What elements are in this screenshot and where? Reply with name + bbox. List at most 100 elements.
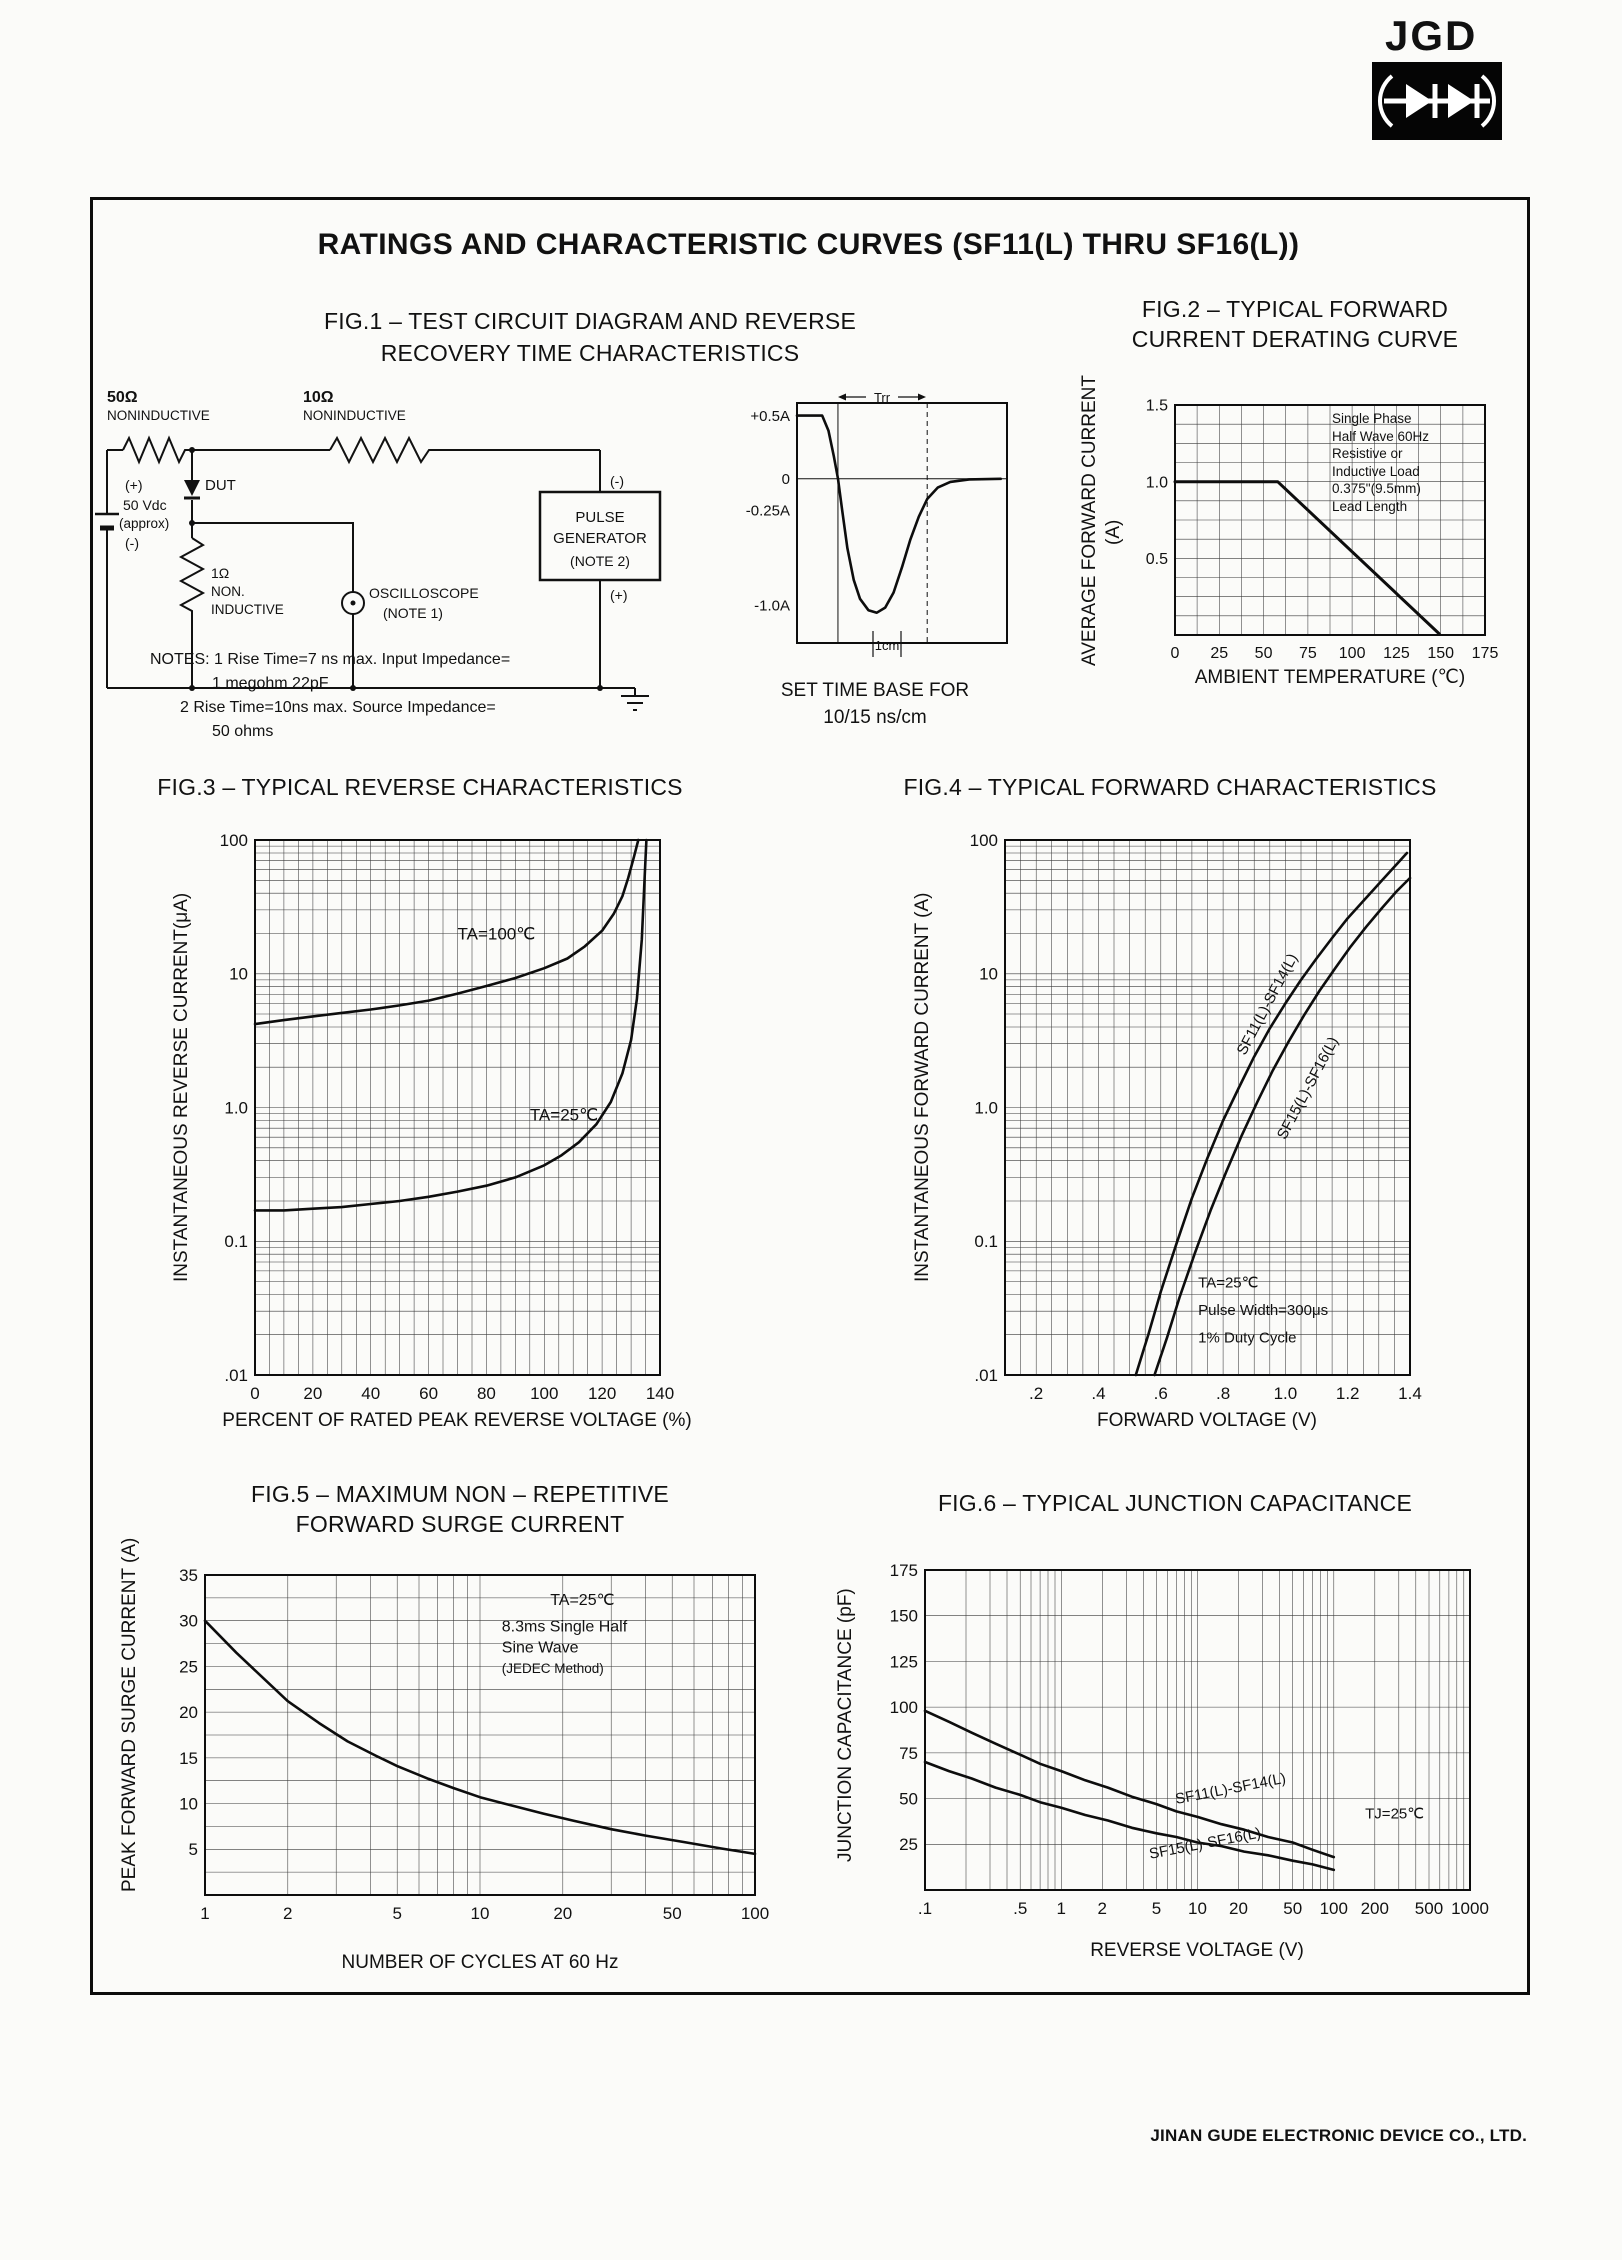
junction-dot bbox=[350, 685, 356, 691]
y-tick-label: 125 bbox=[890, 1652, 918, 1671]
y-tick-label: 1.0 bbox=[974, 1098, 998, 1117]
x-tick-label: .6 bbox=[1154, 1384, 1168, 1403]
r10-value: 10Ω bbox=[303, 389, 334, 406]
fig4-plot: .2 .4 .6 .8 1.0 1.2 1.4 100 10 1.0 0.1 .01 SF11(L)-S… bbox=[970, 831, 1422, 1403]
supply-voltage: 50 Vdc bbox=[123, 497, 167, 513]
arrowhead bbox=[838, 393, 846, 401]
note-line: NOTES: 1 Rise Time=7 ns max. Input Imped… bbox=[150, 651, 511, 668]
dut-diode-symbol bbox=[184, 480, 200, 496]
content-frame bbox=[90, 197, 1530, 1995]
resistor-1ohm bbox=[178, 537, 206, 688]
logo-right-arc bbox=[1480, 74, 1496, 128]
fig3-x-axis-label: PERCENT OF RATED PEAK REVERSE VOLTAGE (%… bbox=[222, 1410, 692, 1431]
pg-minus: (-) bbox=[610, 473, 624, 489]
x-tick-label: 200 bbox=[1361, 1899, 1389, 1918]
x-tick-label: 0 bbox=[1171, 645, 1180, 662]
series-reverse-recovery-current bbox=[795, 414, 1002, 614]
x-tick-label: 120 bbox=[588, 1384, 616, 1403]
oscilloscope-symbol bbox=[341, 591, 365, 615]
supply-approx: (approx) bbox=[119, 516, 169, 531]
fig1-notes: NOTES: 1 Rise Time=7 ns max. Input Imped… bbox=[150, 648, 510, 744]
fig6-x-axis-label: REVERSE VOLTAGE (V) bbox=[1090, 1940, 1304, 1961]
x-tick-label: 25 bbox=[1210, 645, 1228, 662]
plot-border bbox=[254, 839, 661, 1376]
note-line: Half Wave 60Hz bbox=[1332, 428, 1430, 444]
curve-annotation: TA=25℃ bbox=[550, 1592, 614, 1609]
r1-type1: NON. bbox=[211, 584, 245, 599]
curve-annotation: SF11(L)-SF14(L) bbox=[1234, 951, 1302, 1058]
note-line: Lead Length bbox=[1332, 498, 1408, 514]
fig5-title-line1: FIG.5 – MAXIMUM NON – REPETITIVE bbox=[251, 1481, 669, 1507]
series-surge-current bbox=[203, 1619, 757, 1856]
fig4-forward-characteristics-chart: .2 .4 .6 .8 1.0 1.2 1.4 100 10 1.0 0.1 .01 SF11(L)-S… bbox=[900, 810, 1480, 1450]
curve-annotation: TA=25℃ bbox=[1198, 1275, 1258, 1292]
waveform-caption-line1: SET TIME BASE FOR bbox=[780, 680, 970, 701]
fig4-y-axis-label: INSTANTANEOUS FORWARD CURRENT (A) bbox=[912, 892, 933, 1282]
company-footer: JINAN GUDE ELECTRONIC DEVICE CO., LTD. bbox=[1150, 2126, 1527, 2145]
fig6-plot: .1.5 1 2 5 10 20 50 100 200 500 100025507510012515… bbox=[890, 1561, 1489, 1918]
x-tick-label: .5 bbox=[1013, 1899, 1027, 1918]
note-line: 50 ohms bbox=[212, 723, 274, 740]
y-tick-label: -0.25A bbox=[746, 503, 790, 520]
logo-left-arc bbox=[1378, 74, 1394, 128]
x-tick-label: 150 bbox=[1427, 645, 1454, 662]
note-line: 2 Rise Time=10ns max. Source Impedance= bbox=[180, 699, 496, 716]
x-tick-label: 1.0 bbox=[1274, 1384, 1298, 1403]
curve-annotation: Trr bbox=[874, 390, 891, 405]
series-SF15(L)-SF16(L) bbox=[1153, 876, 1412, 1377]
logo-diode-2 bbox=[1448, 84, 1474, 118]
y-tick-label: 35 bbox=[179, 1566, 198, 1585]
y-tick-label: 10 bbox=[229, 965, 248, 984]
plot-border bbox=[796, 402, 1008, 644]
curve-annotation: Pulse Width=300μs bbox=[1198, 1302, 1328, 1319]
fig2-title-line2: CURRENT DERATING CURVE bbox=[1131, 326, 1459, 352]
note-line: Inductive Load bbox=[1332, 463, 1420, 479]
fig5-title-line2: FORWARD SURGE CURRENT bbox=[295, 1511, 625, 1537]
junction-dot bbox=[189, 520, 195, 526]
x-tick-label: 50 bbox=[1283, 1899, 1302, 1918]
r1-value: 1Ω bbox=[211, 565, 229, 581]
x-tick-label: 175 bbox=[1472, 645, 1499, 662]
junction-dot bbox=[189, 685, 195, 691]
fig3-title: FIG.3 – TYPICAL REVERSE CHARACTERISTICS bbox=[157, 774, 683, 800]
x-tick-label: 20 bbox=[553, 1904, 572, 1923]
fig1-title-line2: RECOVERY TIME CHARACTERISTICS bbox=[380, 340, 800, 366]
pulse-generator-box bbox=[538, 490, 662, 582]
y-tick-label: 20 bbox=[179, 1703, 198, 1722]
x-tick-label: 40 bbox=[361, 1384, 380, 1403]
curve-annotation: SF15(L)-SF16(L) bbox=[1148, 1825, 1263, 1863]
oscilloscope-note: (NOTE 1) bbox=[383, 605, 443, 621]
curve-annotation: TA=100℃ bbox=[458, 925, 536, 944]
note-line: 0.375"(9.5mm) bbox=[1332, 481, 1421, 496]
note-line: 1 megohm 22pF bbox=[212, 675, 329, 692]
x-tick-label: 75 bbox=[1299, 645, 1317, 662]
junction-dot bbox=[597, 685, 603, 691]
fig2-y-axis-label: AVERAGE FORWARD CURRENT bbox=[1079, 374, 1100, 666]
y-tick-label: 1.5 bbox=[1146, 398, 1168, 415]
waveform-caption-line2: 10/15 ns/cm bbox=[823, 707, 927, 728]
fig2-title-line1: FIG.2 – TYPICAL FORWARD bbox=[1141, 296, 1449, 322]
y-tick-label: 100 bbox=[890, 1698, 918, 1717]
y-tick-label: 100 bbox=[970, 831, 998, 850]
y-tick-label: -1.0A bbox=[754, 597, 790, 614]
y-tick-label: 0.1 bbox=[224, 1232, 248, 1251]
fig3-reverse-characteristics-chart: 0 20 40 60 80 100 120 140 100 10 1.0 0.1 .01 TA=100℃ T… bbox=[140, 810, 740, 1450]
curve-annotation: SF11(L)-SF14(L) bbox=[1174, 1770, 1287, 1808]
fig1-waveform-chart: +0.5A 0 -0.25A -1.0A Trr 1cm bbox=[735, 385, 1035, 685]
y-tick-label: 10 bbox=[979, 965, 998, 984]
plot-border bbox=[924, 1569, 1471, 1891]
x-tick-label: 20 bbox=[1229, 1899, 1248, 1918]
fig2-plot: 0 25 50 75 100 125 150 175 0.5 1.0 1.5 bbox=[1146, 398, 1499, 662]
fig4-x-axis-label: FORWARD VOLTAGE (V) bbox=[1097, 1410, 1317, 1431]
y-tick-label: 175 bbox=[890, 1561, 918, 1580]
y-tick-label: 25 bbox=[899, 1835, 918, 1854]
fig2-y-axis-unit: (A) bbox=[1103, 519, 1124, 545]
y-tick-label: 10 bbox=[179, 1795, 198, 1814]
fig2-load-conditions-note: Single Phase Half Wave 60Hz Resistive or… bbox=[1332, 410, 1429, 515]
series-TA-100C bbox=[253, 838, 640, 1026]
x-tick-label: 1.4 bbox=[1398, 1384, 1422, 1403]
curve-annotation: TA=25℃ bbox=[530, 1105, 598, 1124]
resistor-10ohm bbox=[329, 435, 600, 465]
y-tick-label: 1.0 bbox=[224, 1098, 248, 1117]
